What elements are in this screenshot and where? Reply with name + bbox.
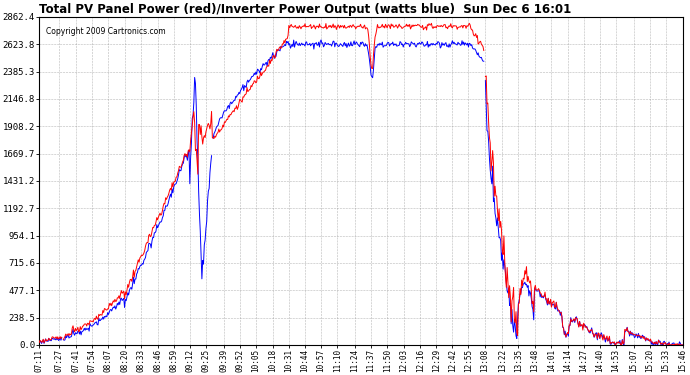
- Text: Copyright 2009 Cartronics.com: Copyright 2009 Cartronics.com: [46, 27, 165, 36]
- Text: Total PV Panel Power (red)/Inverter Power Output (watts blue)  Sun Dec 6 16:01: Total PV Panel Power (red)/Inverter Powe…: [39, 3, 571, 16]
